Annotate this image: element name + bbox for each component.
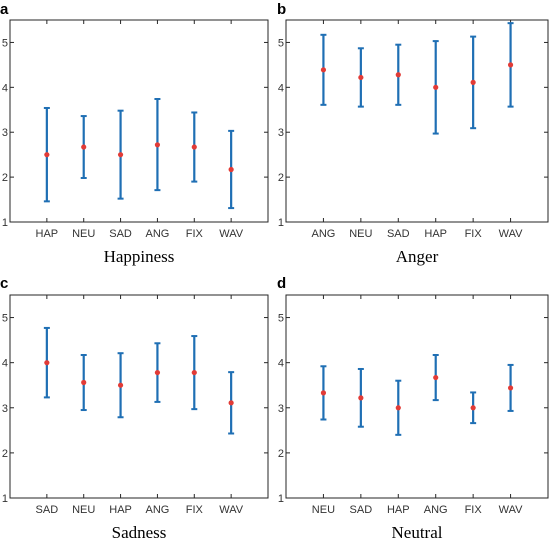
y-tick-label: 5 bbox=[278, 313, 284, 325]
mean-point bbox=[228, 400, 234, 406]
panel-title: Neutral bbox=[392, 523, 443, 542]
x-tick-label: SAD bbox=[387, 228, 410, 240]
chart-panel-d: d 1 2 3 4 5 NEU SAD HAP ANG FIX WAV Neutral bbox=[277, 275, 549, 542]
mean-point bbox=[81, 379, 87, 386]
y-tick-label: 5 bbox=[2, 313, 8, 325]
axes-frame bbox=[9, 294, 269, 499]
mean-point bbox=[191, 144, 197, 150]
x-tick-label: WAV bbox=[219, 228, 243, 240]
x-tick-label: NEU bbox=[72, 504, 95, 516]
panel-title: Sadness bbox=[112, 523, 167, 542]
axes-frame bbox=[9, 19, 269, 223]
mean-point bbox=[395, 72, 401, 78]
mean-point bbox=[154, 369, 161, 376]
axes-frame bbox=[285, 19, 549, 223]
y-tick-label: 4 bbox=[278, 358, 284, 370]
mean-point bbox=[44, 152, 50, 158]
chart-panel-a: a 1 2 3 4 5 HAP NEU SAD ANG FIX WAV Happiness bbox=[0, 1, 269, 266]
axes-frame bbox=[285, 294, 549, 499]
mean-point bbox=[154, 142, 161, 148]
x-tick-label: ANG bbox=[424, 504, 448, 516]
y-tick-label: 4 bbox=[2, 82, 8, 94]
x-tick-label: FIX bbox=[465, 504, 483, 516]
y-tick-label: 2 bbox=[278, 172, 284, 184]
x-tick-label: HAP bbox=[424, 228, 447, 240]
panel-title: Happiness bbox=[104, 247, 175, 266]
x-tick-label: NEU bbox=[349, 228, 372, 240]
y-tick-label: 3 bbox=[278, 403, 284, 415]
mean-point bbox=[470, 79, 476, 85]
x-tick-label: NEU bbox=[72, 228, 95, 240]
panel-label: c bbox=[0, 275, 8, 292]
y-tick-label: 1 bbox=[278, 217, 284, 229]
y-tick-label: 2 bbox=[278, 448, 284, 460]
mean-point bbox=[507, 385, 514, 391]
y-tick-label: 4 bbox=[2, 358, 8, 370]
mean-point bbox=[433, 84, 439, 90]
x-tick-label: FIX bbox=[186, 504, 204, 516]
y-tick-label: 2 bbox=[2, 172, 8, 184]
mean-point bbox=[358, 74, 364, 81]
mean-point bbox=[44, 360, 50, 366]
x-tick-label: SAD bbox=[350, 504, 373, 516]
y-tick-label: 5 bbox=[278, 37, 284, 49]
panel-title: Anger bbox=[396, 247, 439, 266]
panel-label: d bbox=[277, 275, 286, 292]
mean-point bbox=[358, 395, 364, 401]
x-tick-label: HAP bbox=[387, 504, 410, 516]
mean-point bbox=[117, 152, 124, 158]
x-tick-label: ANG bbox=[146, 504, 170, 516]
panel-label: a bbox=[0, 1, 9, 18]
mean-point bbox=[507, 62, 514, 68]
x-tick-label: SAD bbox=[109, 228, 132, 240]
mean-point bbox=[320, 67, 327, 73]
y-tick-label: 2 bbox=[2, 448, 8, 460]
mean-point bbox=[81, 144, 87, 150]
x-tick-label: HAP bbox=[36, 228, 59, 240]
y-tick-label: 1 bbox=[2, 493, 8, 505]
x-tick-label: WAV bbox=[499, 504, 523, 516]
y-tick-label: 3 bbox=[2, 127, 8, 139]
mean-point bbox=[395, 405, 401, 411]
chart-panel-c: c 1 2 3 4 5 SAD NEU HAP ANG FIX WAV Sadness bbox=[0, 275, 269, 542]
y-tick-label: 1 bbox=[278, 493, 284, 505]
x-tick-label: ANG bbox=[312, 228, 336, 240]
chart-panel-b: b 1 2 3 4 5 ANG NEU SAD HAP FIX WAV Anger bbox=[277, 1, 549, 266]
mean-point bbox=[117, 382, 124, 388]
mean-point bbox=[470, 405, 476, 411]
panel-label: b bbox=[277, 1, 286, 18]
x-tick-label: FIX bbox=[465, 228, 483, 240]
x-tick-label: ANG bbox=[146, 228, 170, 240]
mean-point bbox=[433, 374, 439, 381]
x-tick-label: WAV bbox=[219, 504, 243, 516]
y-tick-label: 5 bbox=[2, 37, 8, 49]
mean-point bbox=[320, 390, 327, 396]
mean-point bbox=[191, 369, 197, 376]
y-tick-label: 1 bbox=[2, 217, 8, 229]
y-tick-label: 3 bbox=[2, 403, 8, 415]
x-tick-label: WAV bbox=[499, 228, 523, 240]
x-tick-label: HAP bbox=[109, 504, 132, 516]
x-tick-label: FIX bbox=[186, 228, 204, 240]
y-tick-label: 4 bbox=[278, 82, 284, 94]
x-tick-label: SAD bbox=[36, 504, 59, 516]
y-tick-label: 3 bbox=[278, 127, 284, 139]
mean-point bbox=[228, 166, 234, 173]
x-tick-label: NEU bbox=[312, 504, 335, 516]
